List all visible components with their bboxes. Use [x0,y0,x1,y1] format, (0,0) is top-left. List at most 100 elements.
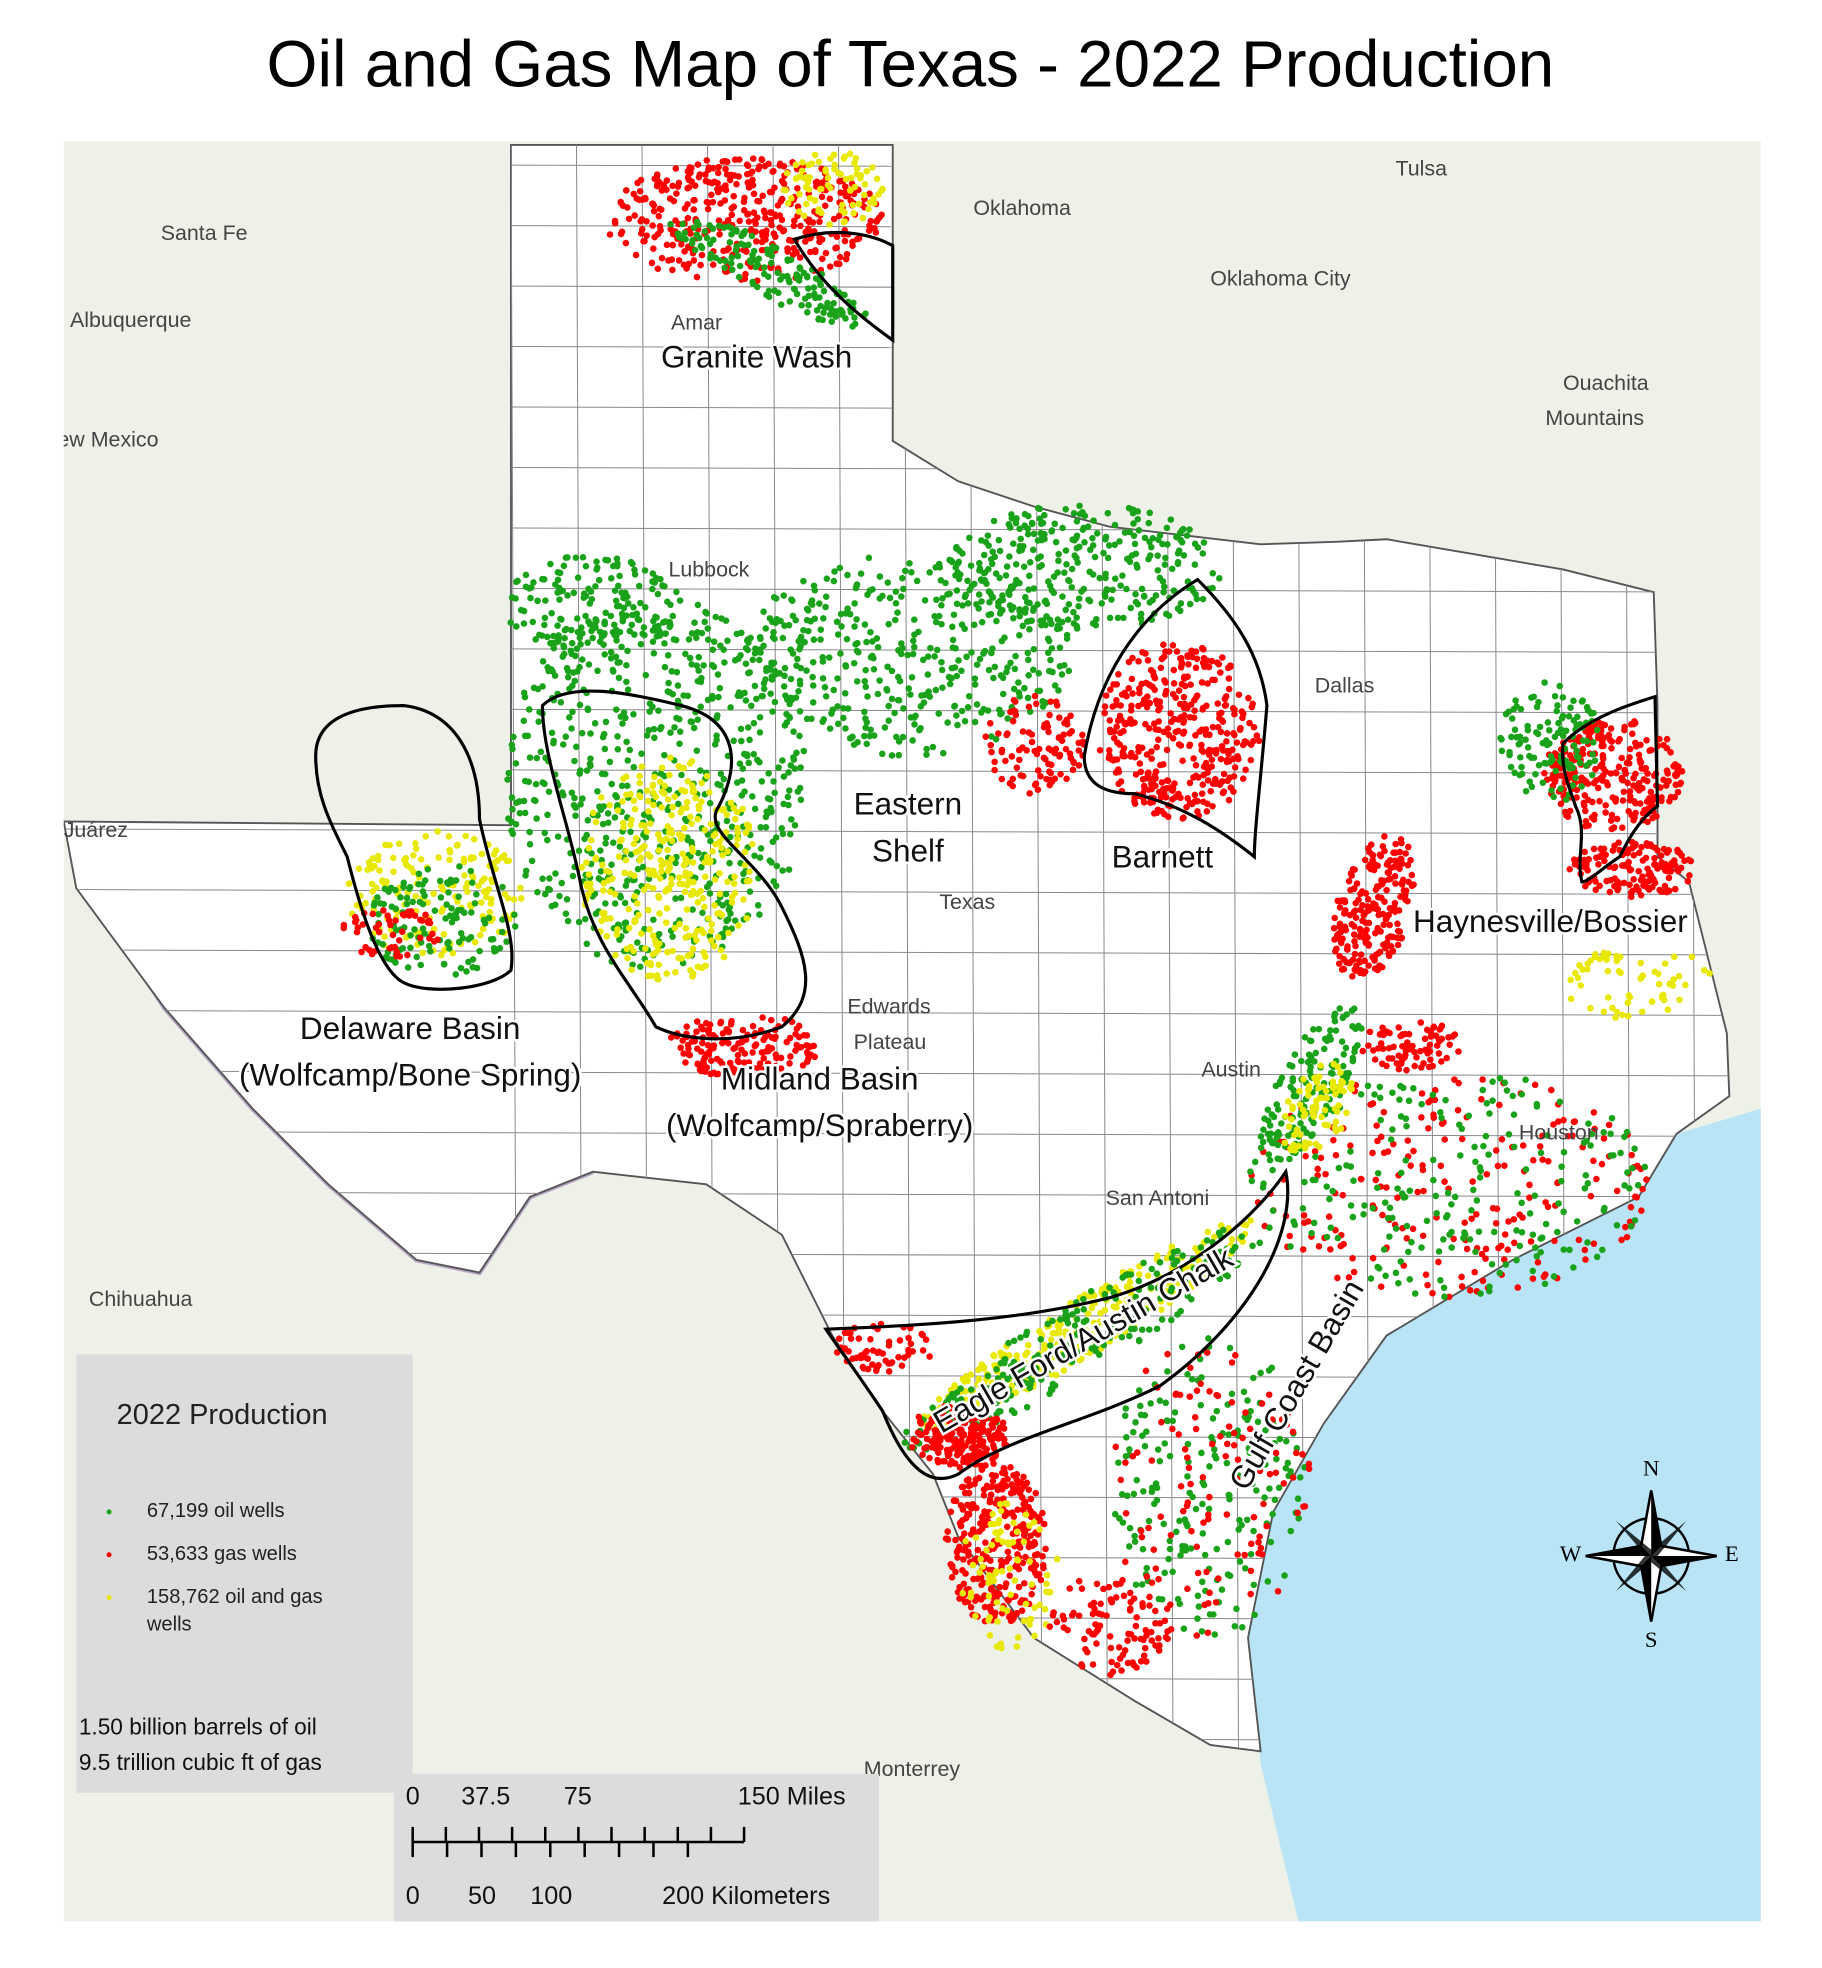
well-dot [643,232,650,239]
well-dot [771,698,779,706]
well-dot [656,875,664,882]
well-dot [899,644,906,652]
well-dot [788,816,795,823]
well-dot [1096,574,1104,582]
well-dot [679,1037,686,1044]
well-dot [656,632,664,639]
well-dot [1106,726,1114,734]
well-dot [1299,1204,1307,1212]
well-dot [685,1051,692,1058]
well-dot [1290,1218,1297,1225]
well-dot [636,963,644,971]
well-dot [461,872,468,879]
well-dot [1021,609,1029,616]
well-dot [785,769,792,776]
well-dot [699,1039,706,1047]
well-dot [850,659,858,667]
well-dot [1113,723,1121,730]
well-dot [1340,1062,1347,1070]
well-dot [886,594,894,602]
well-dot [1598,1160,1606,1168]
county-line [63,889,1730,896]
well-dot [449,949,457,957]
well-dot [1522,1076,1529,1084]
well-dot [667,754,674,761]
well-dot [803,1042,810,1049]
well-dot [1340,1240,1347,1248]
well-dot [530,796,538,804]
well-dot [656,205,664,213]
well-dot [625,215,633,223]
well-dot [726,239,734,246]
well-dot [1537,1149,1545,1157]
well-dot [642,604,649,611]
well-dot [1052,745,1060,753]
well-dot [1624,1169,1631,1176]
well-dot [1111,521,1119,529]
well-dot [811,1053,819,1061]
well-dot [1457,1152,1464,1159]
well-dot [1513,1227,1520,1234]
well-dot [634,939,641,946]
well-dot [805,218,813,226]
well-dot [1590,739,1597,746]
well-dot [766,857,774,864]
well-dot [738,792,746,799]
well-dot [984,532,992,539]
well-dot [813,178,821,186]
well-dot [1610,864,1618,872]
well-dot [446,856,453,864]
well-dot [602,718,610,726]
well-dot [1191,707,1198,714]
well-dot [687,950,695,958]
well-dot [576,767,584,774]
well-dot [1396,848,1404,856]
well-dot [756,729,764,736]
well-dot [1600,1008,1608,1015]
well-dot [559,741,567,748]
well-dot [745,669,752,677]
well-dot [624,647,631,655]
well-dot [1612,769,1620,776]
well-dot [866,222,873,229]
well-dot [585,871,593,878]
well-dot [690,724,698,732]
well-dot [1336,920,1344,928]
well-dot [602,900,609,907]
well-dot [826,221,833,228]
well-dot [1073,518,1081,525]
well-dot [392,917,399,924]
well-dot [1302,1152,1309,1160]
well-dot [1430,1111,1437,1118]
well-dot [706,880,713,887]
well-dot [927,644,934,652]
well-dot [1219,654,1226,661]
well-dot [499,883,506,891]
well-dot [1223,738,1230,745]
well-dot [380,907,387,914]
well-dot [1578,698,1586,705]
well-dot [715,163,722,171]
well-dot [1410,1147,1417,1155]
well-dot [1437,1108,1444,1116]
well-dot [1156,698,1164,705]
well-dot [1386,1029,1393,1037]
well-dot [462,832,470,840]
well-dot [642,671,650,679]
well-dot [1127,707,1135,714]
well-dot [1157,664,1165,672]
well-dot [665,886,673,893]
well-dot [800,174,808,182]
well-dot [605,877,612,884]
well-dot [1349,1054,1357,1062]
well-dot [899,733,907,741]
well-dot [655,707,662,714]
well-dot [693,937,700,944]
well-dot [812,275,820,282]
well-dot [844,705,852,712]
well-dot [1361,1202,1368,1209]
well-dot [1342,907,1349,914]
well-dot [1448,1228,1455,1236]
well-dot [1387,1136,1395,1143]
well-dot [780,773,788,780]
